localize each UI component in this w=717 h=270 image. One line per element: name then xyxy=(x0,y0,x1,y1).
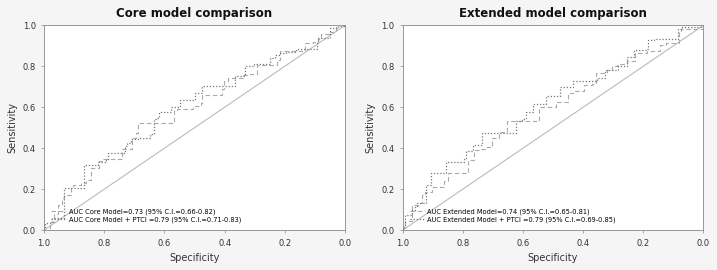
Legend: AUC Extended Model=0.74 (95% C.I.=0.65-0.81), AUC Extended Model + PTCI =0.79 (9: AUC Extended Model=0.74 (95% C.I.=0.65-0… xyxy=(408,206,618,225)
X-axis label: Specificity: Specificity xyxy=(528,253,578,263)
X-axis label: Specificity: Specificity xyxy=(169,253,219,263)
Title: Extended model comparison: Extended model comparison xyxy=(459,7,647,20)
Legend: AUC Core Model=0.73 (95% C.I.=0.66-0.82), AUC Core Model + PTCI =0.79 (95% C.I.=: AUC Core Model=0.73 (95% C.I.=0.66-0.82)… xyxy=(49,206,243,225)
Y-axis label: Sensitivity: Sensitivity xyxy=(7,102,17,153)
Title: Core model comparison: Core model comparison xyxy=(116,7,272,20)
Y-axis label: Sensitivity: Sensitivity xyxy=(366,102,376,153)
